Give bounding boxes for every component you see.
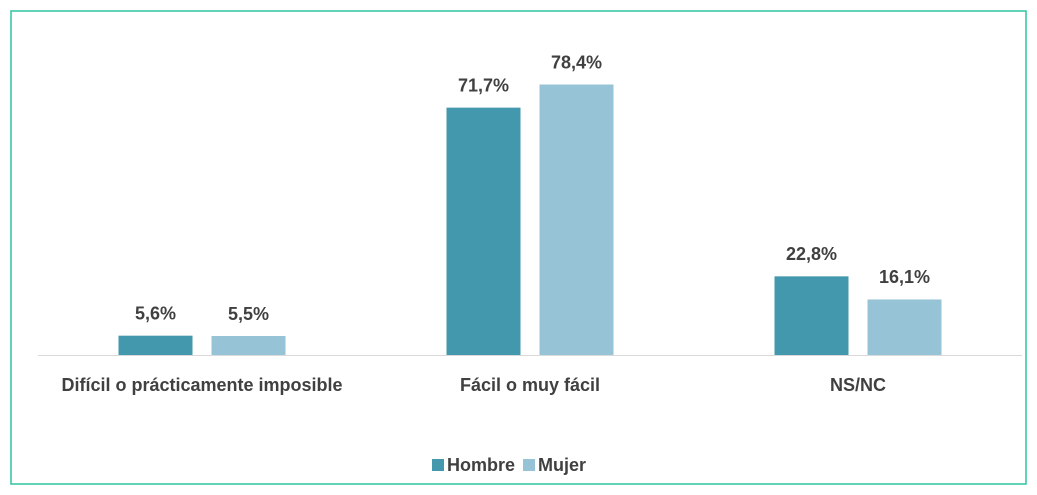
data-label: 71,7% — [458, 75, 509, 95]
bar — [118, 335, 193, 355]
x-tick-label: NS/NC — [829, 375, 886, 395]
x-tick-label: Fácil o muy fácil — [459, 375, 601, 395]
bar — [446, 107, 521, 355]
legend-label: Hombre — [447, 455, 515, 475]
bar — [211, 336, 286, 355]
data-label: 78,4% — [551, 52, 602, 72]
data-label: 5,6% — [135, 303, 176, 323]
legend-label: Mujer — [538, 455, 586, 475]
x-tick-label: Difícil o prácticamente imposible — [61, 375, 343, 395]
legend-swatch — [432, 459, 444, 471]
legend-swatch — [523, 459, 536, 471]
data-label: 16,1% — [879, 267, 930, 287]
data-label: 22,8% — [786, 244, 837, 264]
bar — [539, 84, 614, 356]
bar — [774, 276, 849, 355]
bar — [867, 299, 942, 355]
data-label: 5,5% — [228, 304, 269, 324]
